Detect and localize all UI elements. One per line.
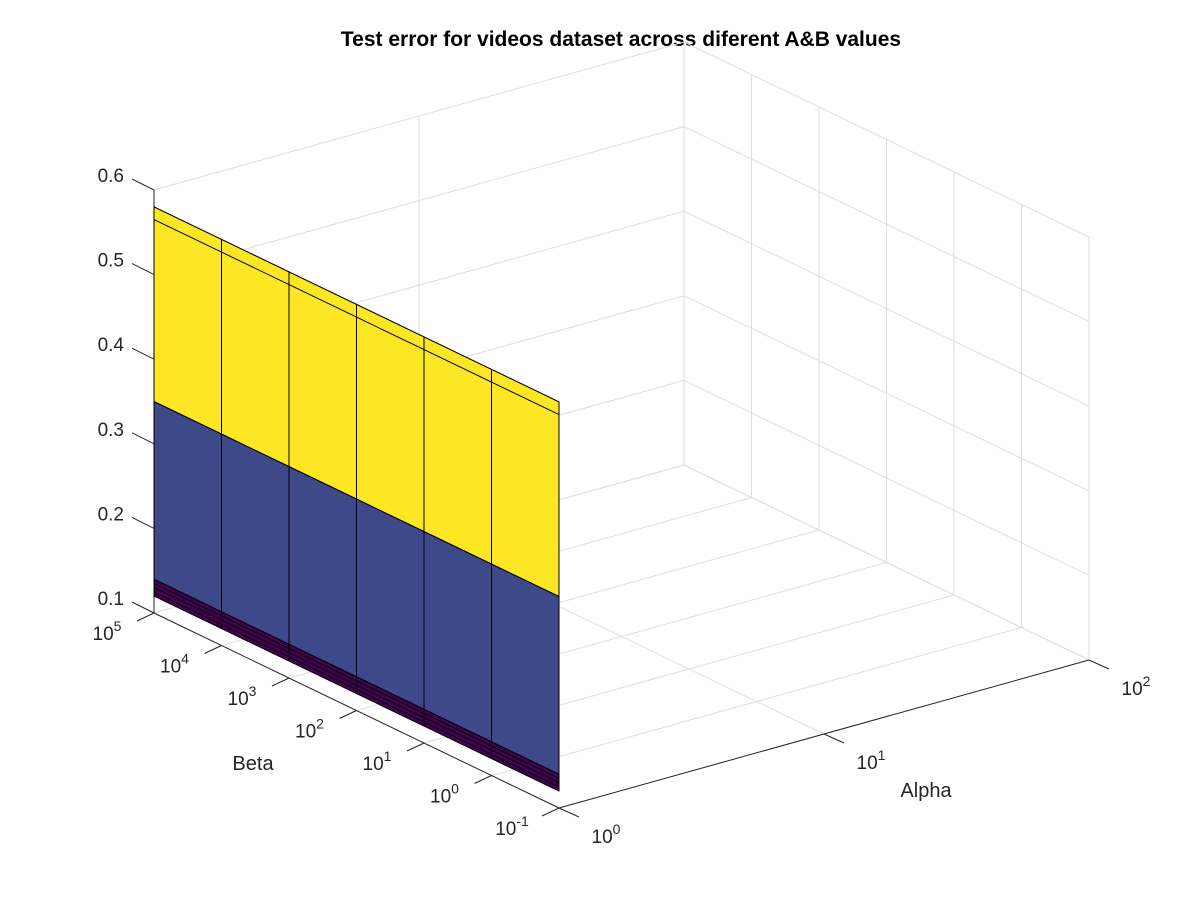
side-wall-grid-line <box>683 41 1090 238</box>
x-tick-label: 100 <box>592 821 621 848</box>
side-wall-grid-line <box>683 210 1090 407</box>
z-tick-label: 0.4 <box>98 335 125 356</box>
surface-top-band <box>153 206 222 253</box>
x-tick-label: 102 <box>1122 673 1151 700</box>
y-tick-mark <box>271 677 290 687</box>
x-tick-mark <box>823 733 845 744</box>
z-tick-label: 0.5 <box>98 251 124 272</box>
side-wall-grid-line <box>683 126 1090 323</box>
x-tick-mark <box>558 807 580 818</box>
surface-patch <box>153 401 222 613</box>
y-tick-label: 100 <box>430 781 459 808</box>
surface <box>153 206 560 792</box>
x-tick-mark <box>1088 659 1110 670</box>
x-tick-label: 101 <box>857 747 886 774</box>
back-wall-grid-line <box>153 41 685 191</box>
y-tick-mark <box>204 645 222 654</box>
y-tick-label: 103 <box>228 683 257 710</box>
y-tick-label: 101 <box>363 748 392 775</box>
side-wall-grid-line <box>683 379 1090 576</box>
z-tick-mark <box>131 601 155 614</box>
z-tick-mark <box>131 516 155 529</box>
surface-patch <box>356 498 425 710</box>
z-tick-mark <box>131 347 155 360</box>
y-tick-mark <box>136 612 155 622</box>
surface-patch <box>491 563 560 775</box>
y-tick-label: 105 <box>93 618 122 645</box>
floor-grid-line <box>491 627 1022 776</box>
y-tick-label: 10-1 <box>495 813 529 840</box>
tick-labels: 100 101 102 10-1 100 101 102 103 104 105 0.1 0.2 0.3… <box>93 166 1151 848</box>
z-tick-mark <box>131 432 155 445</box>
surface-patch <box>221 433 290 645</box>
y-tick-mark <box>339 710 357 719</box>
z-tick-mark <box>131 178 155 191</box>
y-tick-label: 104 <box>160 651 189 678</box>
y-tick-mark <box>406 742 425 752</box>
surface-patch <box>288 466 357 678</box>
y-tick-mark <box>541 807 560 817</box>
z-tick-label: 0.2 <box>98 504 124 525</box>
y-tick-label: 102 <box>295 716 324 743</box>
z-tick-label: 0.3 <box>98 420 124 441</box>
surface-patch <box>423 531 492 743</box>
y-tick-mark <box>474 775 492 784</box>
z-tick-label: 0.1 <box>98 589 124 610</box>
side-wall-grid-line <box>683 464 1090 661</box>
chart-title: Test error for videos dataset across dif… <box>341 28 901 51</box>
z-tick-mark <box>131 263 155 276</box>
z-tick-label: 0.6 <box>98 166 124 187</box>
x-axis-label: Alpha <box>900 780 952 802</box>
side-wall-grid-line <box>683 295 1090 492</box>
y-axis-label: Beta <box>232 753 274 775</box>
